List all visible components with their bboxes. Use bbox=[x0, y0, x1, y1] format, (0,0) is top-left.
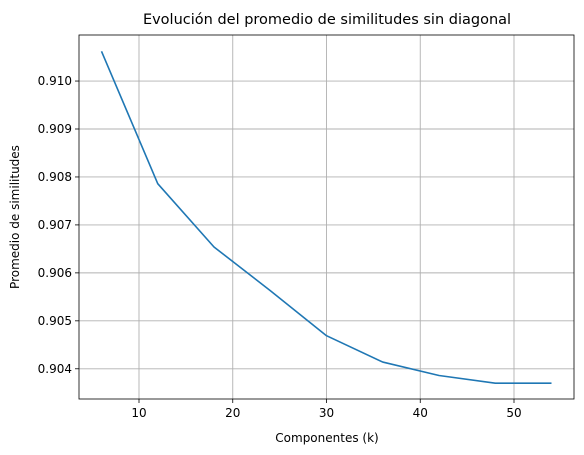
grid-layer bbox=[79, 35, 574, 399]
y-tick-label: 0.907 bbox=[38, 218, 72, 232]
x-tick-label: 50 bbox=[506, 406, 521, 420]
y-tick-label: 0.910 bbox=[38, 74, 72, 88]
y-tick-label: 0.905 bbox=[38, 314, 72, 328]
x-tick-label: 20 bbox=[225, 406, 240, 420]
y-ticks: 0.904 0.905 0.906 0.907 0.908 0.909 0.910 bbox=[38, 74, 79, 376]
series-line-0 bbox=[100, 50, 552, 384]
series-layer bbox=[100, 50, 552, 384]
y-tick-label: 0.908 bbox=[38, 170, 72, 184]
y-tick-label: 0.906 bbox=[38, 266, 72, 280]
chart-title: Evolución del promedio de similitudes si… bbox=[143, 12, 511, 28]
x-tick-label: 40 bbox=[413, 406, 428, 420]
x-tick-label: 30 bbox=[319, 406, 334, 420]
x-ticks: 10 20 30 40 50 bbox=[131, 399, 522, 420]
x-tick-label: 10 bbox=[131, 406, 146, 420]
y-tick-label: 0.909 bbox=[38, 122, 72, 136]
x-axis-label: Componentes (k) bbox=[275, 431, 378, 445]
y-tick-label: 0.904 bbox=[38, 362, 72, 376]
y-axis-label: Promedio de similitudes bbox=[8, 145, 22, 289]
